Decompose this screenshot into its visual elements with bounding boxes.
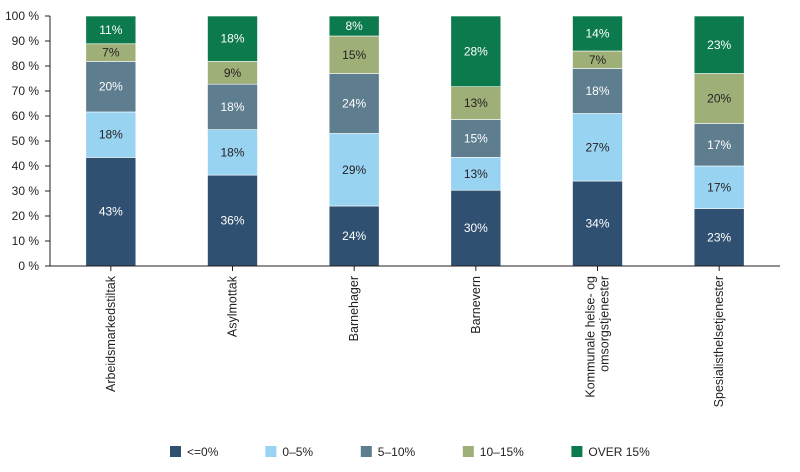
legend-swatch (170, 446, 181, 457)
legend-swatch (462, 446, 474, 457)
bar-segment (572, 180, 623, 267)
data-label: 8% (345, 19, 363, 33)
y-tick-label: 20 % (12, 209, 40, 223)
bar-segment (450, 119, 502, 158)
y-tick-label: 80 % (12, 59, 40, 73)
x-category-label: Arbeidsmarkedstiltak (104, 275, 118, 392)
data-label: 23% (707, 230, 731, 244)
data-label: 20% (99, 80, 123, 94)
data-label: 13% (464, 167, 488, 181)
data-label: 24% (342, 229, 366, 243)
data-label: 23% (707, 38, 731, 52)
x-category-label: Barnevern (469, 276, 483, 334)
legend-swatch (265, 446, 277, 457)
bars: 43% 18% 20% 7% 11% 36% 18% 18% 9% 18% 24% 29% 24% 15%… (85, 15, 745, 267)
x-category-label: omsorgstjenester (598, 276, 612, 372)
y-tick-label: 50 % (12, 134, 40, 148)
x-category-label: Asylmottak (226, 275, 240, 337)
y-tick-label: 10 % (12, 234, 40, 248)
bar-segment (450, 15, 502, 88)
bar-segment (450, 157, 502, 191)
y-axis: 0 % 10 % 20 % 30 % 40 % 50 % 60 % 70 % 80 % 90 % 1… (5, 9, 51, 273)
bar-segment (572, 68, 623, 114)
bar-segment (450, 86, 502, 120)
bar-segment (207, 15, 258, 62)
data-label: 9% (224, 66, 242, 80)
legend-label: 10–15% (480, 445, 524, 459)
bar-segment (572, 15, 623, 52)
data-label: 15% (342, 48, 366, 62)
y-tick-label: 70 % (12, 84, 40, 98)
data-label: 24% (342, 97, 366, 111)
data-label: 17% (707, 180, 731, 194)
data-label: 15% (464, 131, 488, 145)
data-label: 20% (707, 92, 731, 106)
data-label: 7% (589, 53, 607, 67)
x-category-label: Kommunale helse- og (584, 276, 598, 398)
data-label: 18% (220, 100, 244, 114)
legend-label: OVER 15% (588, 445, 650, 459)
x-category-label: Barnehager (347, 276, 361, 341)
data-label: 7% (102, 46, 120, 60)
data-label: 18% (220, 145, 244, 159)
y-tick-label: 30 % (12, 184, 40, 198)
x-category-label: Spesialisthelsetjenester (712, 276, 726, 407)
y-tick-label: 40 % (12, 159, 40, 173)
bar-segment (328, 15, 380, 37)
x-axis: Arbeidsmarkedstiltak Asylmottak Barnehager… (50, 265, 780, 407)
bar-segment (693, 15, 745, 74)
bar-segment (693, 123, 745, 167)
legend-label: 5–10% (378, 445, 416, 459)
bar-segment (328, 205, 380, 267)
data-label: 27% (585, 140, 609, 154)
data-label: 13% (464, 96, 488, 110)
bar-segment (328, 73, 380, 134)
y-tick-label: 90 % (12, 34, 40, 48)
data-label: 18% (99, 128, 123, 142)
y-tick-label: 60 % (12, 109, 40, 123)
data-label: 29% (342, 163, 366, 177)
legend-label: 0–5% (282, 445, 313, 459)
bar-segment (572, 113, 623, 182)
bar-segment (328, 133, 380, 207)
data-label: 14% (585, 27, 609, 41)
bar-segment (693, 73, 745, 124)
data-label: 34% (585, 217, 609, 231)
legend-swatch (360, 446, 372, 457)
data-label: 28% (464, 44, 488, 58)
y-tick-label: 100 % (5, 9, 39, 23)
data-label: 36% (220, 214, 244, 228)
data-label: 11% (99, 23, 122, 37)
legend: <=0% 0–5% 5–10% 10–15% OVER 15% (170, 445, 650, 459)
bar-segment (328, 35, 380, 74)
bar-segment (85, 15, 137, 45)
data-label: 17% (707, 138, 731, 152)
legend-label: <=0% (187, 445, 219, 459)
y-tick-label: 0 % (18, 259, 39, 273)
legend-swatch (571, 446, 583, 457)
bar-segment (207, 129, 258, 176)
data-label: 30% (464, 221, 488, 235)
data-label: 18% (585, 84, 609, 98)
data-label: 43% (99, 205, 123, 219)
bar-segment (85, 157, 137, 267)
data-label: 18% (220, 32, 244, 46)
